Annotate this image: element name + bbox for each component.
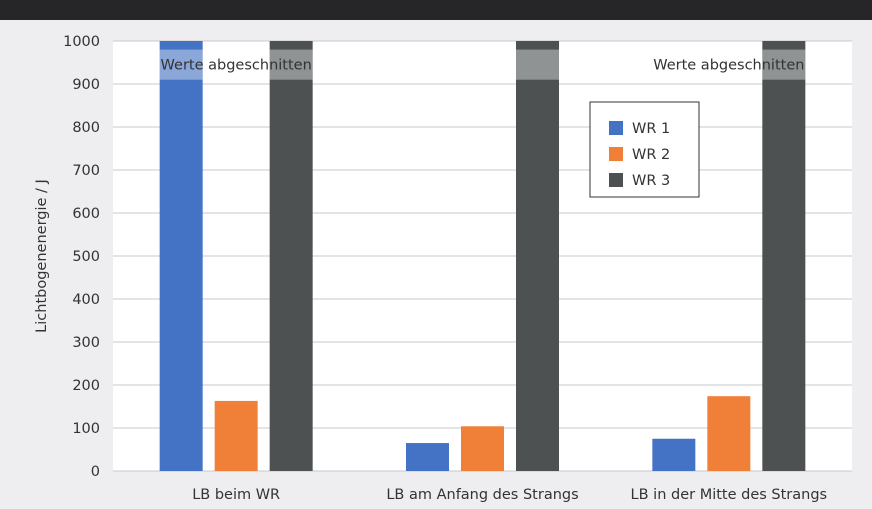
x-axis: LB beim WR LB am Anfang des Strangs LB in …	[192, 487, 827, 503]
clip-marker	[159, 49, 203, 80]
annotations: Werte abgeschnitten Werte abgeschnitten	[161, 58, 805, 74]
legend: WR 1 WR 2 WR 3	[589, 101, 700, 198]
y-tick-label: 200	[72, 378, 100, 394]
y-tick-label: 600	[72, 206, 100, 222]
y-tick-label: 300	[72, 335, 100, 351]
bar-wr3-2	[516, 41, 559, 471]
bar-wr2-1	[214, 400, 258, 471]
clip-markers	[159, 49, 806, 80]
x-category-label: LB beim WR	[192, 487, 280, 503]
y-axis-title: Lichtbogenenergie / J	[34, 179, 50, 333]
y-tick-label: 500	[72, 249, 100, 265]
legend-swatch	[609, 173, 623, 187]
y-tick-label: 900	[72, 77, 100, 93]
legend-box	[589, 101, 700, 198]
y-axis: 0 100 200 300 400 500 600 700 800 900 1000	[63, 34, 100, 480]
clip-marker	[516, 49, 559, 80]
bar-wr1-2	[406, 443, 449, 471]
clip-marker	[269, 49, 313, 80]
bar-wr1-3	[652, 438, 696, 471]
bar-wr1-1	[159, 41, 203, 471]
bar-wr3-1	[269, 41, 313, 471]
legend-label: WR 3	[632, 173, 670, 189]
annotation-values-cut: Werte abgeschnitten	[653, 58, 804, 74]
bar-wr2-2	[461, 426, 504, 471]
y-tick-label: 1000	[63, 34, 100, 50]
bar-wr3-3	[762, 41, 806, 471]
header-bar	[0, 0, 872, 20]
legend-label: WR 1	[632, 121, 670, 137]
legend-swatch	[609, 147, 623, 161]
clip-marker	[762, 49, 806, 80]
x-category-label: LB in der Mitte des Strangs	[631, 487, 828, 503]
gridlines	[113, 40, 852, 472]
legend-label: WR 2	[632, 147, 670, 163]
y-tick-label: 0	[91, 464, 100, 480]
bar-wr2-3	[707, 396, 751, 471]
x-category-label: LB am Anfang des Strangs	[386, 487, 578, 503]
y-tick-label: 700	[72, 163, 100, 179]
y-tick-label: 400	[72, 292, 100, 308]
annotation-values-cut: Werte abgeschnitten	[161, 58, 312, 74]
legend-swatch	[609, 121, 623, 135]
y-tick-label: 100	[72, 421, 100, 437]
bars	[159, 41, 806, 471]
y-tick-label: 800	[72, 120, 100, 136]
